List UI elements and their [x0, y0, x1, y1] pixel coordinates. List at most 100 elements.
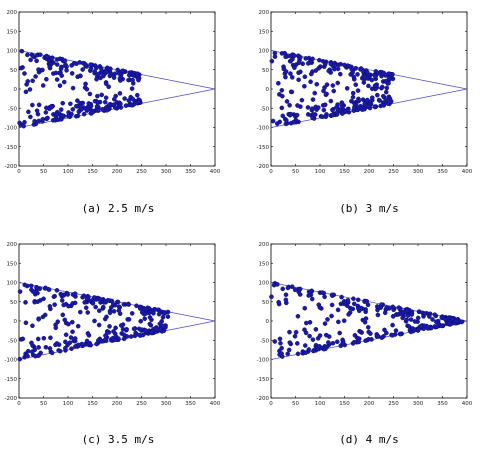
- x-tick-label: 350: [185, 401, 196, 407]
- data-point: [340, 111, 345, 116]
- data-point: [366, 83, 371, 89]
- data-point: [418, 323, 424, 329]
- data-point: [303, 56, 309, 61]
- data-point: [422, 311, 428, 316]
- data-point: [104, 314, 109, 320]
- data-point: [129, 311, 135, 316]
- data-point: [83, 81, 88, 87]
- data-point: [322, 62, 328, 67]
- data-point: [136, 77, 141, 83]
- data-point: [143, 328, 148, 333]
- data-point: [126, 98, 132, 103]
- data-point: [289, 89, 295, 95]
- data-point: [284, 99, 290, 104]
- data-point: [365, 324, 371, 330]
- data-point: [29, 287, 34, 293]
- data-point: [325, 317, 330, 322]
- data-point: [328, 61, 334, 67]
- x-tick-label: 0: [269, 169, 273, 175]
- y-tick-label: -200: [5, 164, 18, 170]
- data-point: [101, 73, 106, 79]
- data-point: [345, 297, 351, 303]
- data-point: [63, 339, 68, 345]
- data-point: [350, 94, 356, 100]
- data-point: [366, 336, 371, 342]
- data-point: [417, 309, 422, 314]
- data-point: [387, 96, 393, 101]
- data-point: [329, 313, 334, 319]
- x-tick-label: 250: [388, 401, 399, 407]
- data-point: [398, 331, 403, 337]
- y-tick-label: -50: [8, 338, 17, 344]
- data-point: [336, 62, 342, 68]
- data-point: [365, 302, 371, 308]
- scatter-panel-3: 0 50 100 150 200 250 300 350 400 -200 -150 -100 -50 0…: [5, 242, 221, 446]
- data-point: [54, 112, 60, 117]
- data-point: [295, 53, 301, 59]
- x-tick-label: 0: [17, 401, 21, 407]
- data-point: [81, 111, 87, 117]
- data-point: [88, 62, 94, 67]
- data-point: [288, 111, 293, 117]
- data-point: [35, 290, 40, 296]
- data-point: [270, 118, 276, 124]
- data-point: [52, 293, 57, 299]
- data-point: [396, 305, 402, 310]
- data-point: [386, 80, 391, 86]
- data-point: [34, 284, 39, 290]
- y-tick-label: -150: [5, 377, 18, 383]
- data-point: [307, 333, 312, 339]
- data-point: [97, 296, 103, 302]
- data-point: [130, 96, 136, 102]
- data-point: [332, 63, 338, 68]
- data-point: [309, 106, 315, 111]
- data-point: [157, 321, 163, 327]
- data-point: [408, 317, 414, 322]
- data-point: [324, 91, 329, 97]
- data-point: [292, 333, 298, 339]
- data-point: [310, 56, 315, 62]
- data-point: [134, 92, 140, 98]
- data-point: [351, 296, 356, 302]
- data-point: [393, 328, 399, 333]
- data-point: [99, 92, 104, 98]
- y-tick-label: -200: [5, 396, 18, 402]
- data-point: [302, 343, 308, 348]
- data-point: [89, 110, 94, 116]
- data-point: [93, 304, 98, 310]
- data-point: [305, 105, 311, 110]
- data-point: [36, 118, 42, 124]
- data-point: [279, 51, 285, 56]
- x-tick-label: 50: [292, 169, 299, 175]
- data-point: [107, 324, 112, 329]
- data-point: [154, 327, 159, 333]
- data-point: [26, 109, 31, 115]
- data-point: [292, 65, 297, 70]
- data-point: [353, 65, 359, 71]
- data-point: [345, 106, 350, 112]
- x-tick-label: 250: [388, 169, 399, 175]
- data-point: [386, 71, 392, 77]
- data-point: [386, 76, 392, 81]
- data-point: [383, 89, 389, 95]
- data-point: [74, 103, 79, 109]
- y-tick-label: 150: [7, 261, 18, 267]
- data-point: [361, 80, 367, 85]
- data-point: [103, 299, 109, 305]
- data-point: [116, 71, 122, 76]
- data-point: [94, 341, 99, 347]
- data-point: [22, 119, 27, 125]
- data-point: [121, 302, 127, 307]
- data-point: [78, 73, 83, 79]
- data-point: [79, 106, 84, 112]
- data-point: [351, 301, 357, 307]
- data-point: [47, 304, 53, 309]
- data-point: [152, 307, 158, 312]
- data-point: [113, 105, 118, 110]
- y-tick-label: 200: [7, 10, 18, 16]
- data-point: [295, 313, 301, 319]
- data-point: [330, 112, 336, 118]
- data-point: [31, 122, 37, 127]
- data-point: [30, 323, 35, 329]
